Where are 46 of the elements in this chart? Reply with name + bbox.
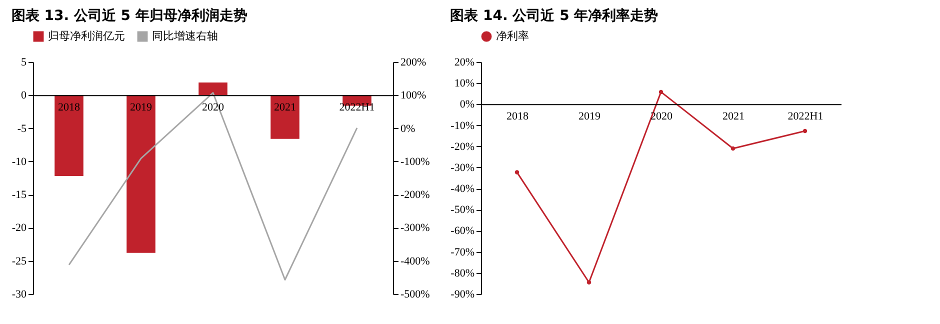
y-tick-label: -50%: [450, 204, 474, 216]
y-tick-label: -5: [17, 122, 27, 135]
y2-tick-label: 0%: [400, 122, 416, 135]
x-tick-label: 2021: [274, 102, 296, 114]
point: [586, 280, 592, 285]
point: [658, 90, 664, 94]
x-tick-label: 2018: [58, 102, 80, 114]
y2-tick-label: 200%: [400, 56, 426, 68]
y-tick-label: -20%: [450, 140, 474, 153]
chart-title: 图表 14. 公司近 5 年净利率走势: [450, 7, 658, 24]
y2-tick-label: -400%: [400, 255, 430, 268]
chart-title: 图表 13. 公司近 5 年归母净利润走势: [11, 7, 248, 24]
y-tick-label: -90%: [450, 288, 474, 300]
x-tick-label: 2020: [202, 102, 224, 114]
y-tick-label: 20%: [454, 56, 474, 68]
y-tick-label: -30%: [450, 162, 474, 174]
y2-tick-label: -300%: [400, 222, 430, 234]
y-tick-label: 0: [21, 90, 27, 102]
y2-tick-label: -500%: [400, 288, 430, 300]
y-tick-label: 0%: [460, 98, 474, 111]
y-tick-label: -60%: [450, 225, 474, 238]
point: [802, 128, 808, 134]
point: [730, 146, 736, 151]
y-tick-label: -30: [12, 288, 27, 300]
y-tick-label: -15: [12, 189, 27, 202]
y2-tick-label: -200%: [400, 189, 430, 202]
x-tick-label: 2022H1: [788, 110, 824, 123]
y-tick-label: -25: [12, 255, 27, 268]
x-tick-label: 2019: [578, 110, 601, 123]
x-tick-label: 2018: [506, 110, 529, 123]
y2-tick-label: -100%: [400, 156, 430, 168]
y-tick-label: -40%: [450, 183, 474, 196]
y-tick-label: 10%: [454, 78, 474, 90]
y-tick-label: -10%: [450, 120, 474, 132]
y2-tick-label: 100%: [400, 90, 426, 102]
legend-label: 归母净利润亿元: [48, 30, 125, 43]
y-tick-label: 5: [21, 56, 27, 68]
y-tick-label: -80%: [450, 267, 474, 280]
point: [514, 170, 520, 174]
y-tick-label: -20: [12, 222, 27, 234]
y-tick-label: -70%: [450, 246, 474, 258]
x-tick-label: 2021: [722, 110, 744, 123]
legend-label: 同比增速右轴: [152, 30, 218, 43]
legend-label: 净利率: [496, 30, 529, 42]
x-tick-label: 2019: [130, 102, 152, 114]
y-tick-label: -10: [12, 156, 27, 168]
